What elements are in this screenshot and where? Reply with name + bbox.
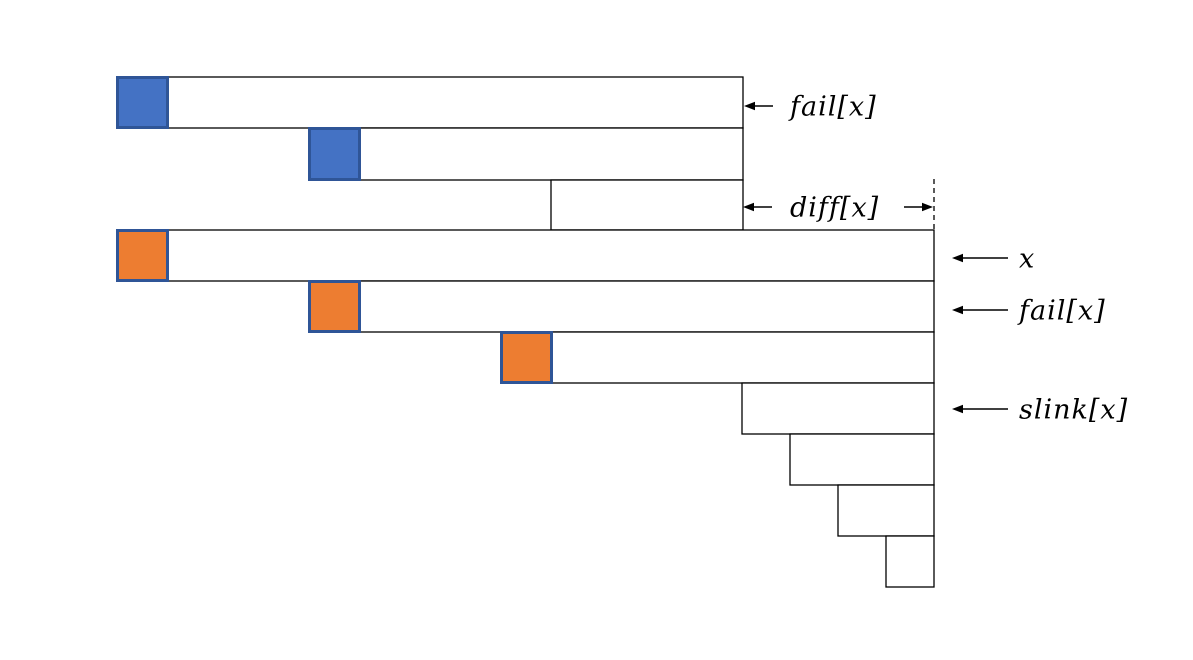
- bar-bottom-x-chain-3: [741, 382, 935, 435]
- annotation-label: fail[x]: [788, 92, 877, 123]
- bar-bottom-x-chain-0: [116, 229, 935, 282]
- orange-marker-square: [308, 280, 361, 333]
- annotation-label: diff[x]: [790, 193, 879, 224]
- bar-bottom-x-chain-1: [308, 280, 935, 333]
- orange-marker-square: [500, 331, 553, 384]
- bar-bottom-x-chain-6: [885, 535, 935, 588]
- arrowhead-right-icon: [922, 202, 933, 212]
- annotation-label: fail[x]: [1017, 296, 1106, 327]
- bar-top-fail-chain-0: [116, 76, 744, 129]
- bar-top-fail-chain-2: [550, 179, 744, 231]
- bar-bottom-x-chain-2: [500, 331, 935, 384]
- arrowhead-left-icon: [744, 101, 755, 111]
- blue-marker-square: [116, 76, 169, 129]
- blue-marker-square: [308, 127, 361, 181]
- orange-marker-square: [116, 229, 169, 282]
- arrowhead-left-icon: [743, 202, 754, 212]
- arrowhead-left-icon: [952, 404, 963, 414]
- bar-top-fail-chain-1: [308, 127, 744, 181]
- bar-bottom-x-chain-5: [837, 484, 935, 537]
- arrowhead-left-icon: [952, 253, 963, 263]
- annotation-label: x: [1019, 244, 1035, 275]
- arrowhead-left-icon: [952, 305, 963, 315]
- bar-bottom-x-chain-4: [789, 433, 935, 486]
- annotation-label: slink[x]: [1019, 395, 1128, 426]
